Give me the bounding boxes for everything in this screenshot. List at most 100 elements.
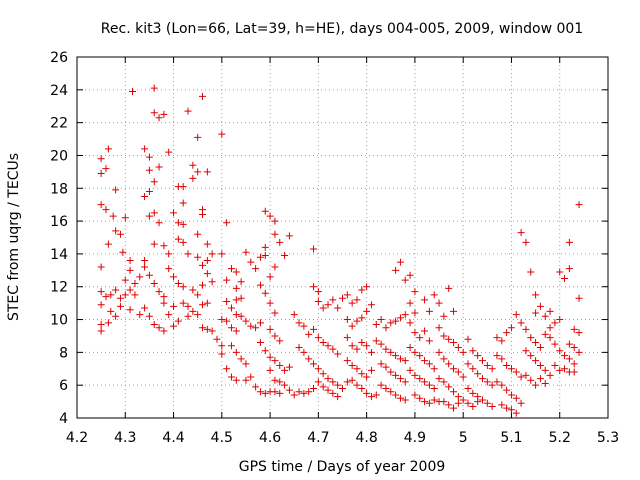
x-tick-label: 4.3: [114, 430, 136, 446]
data-point: [314, 378, 322, 386]
data-point: [358, 370, 366, 378]
data-point: [532, 339, 540, 347]
data-point: [184, 302, 192, 310]
data-point: [97, 301, 105, 309]
data-point: [203, 299, 211, 307]
data-point: [131, 279, 139, 287]
y-tick-label: 4: [59, 411, 68, 427]
data-point: [561, 365, 569, 373]
data-point: [165, 250, 173, 258]
data-point: [575, 329, 583, 337]
data-point: [112, 186, 120, 194]
data-point: [377, 360, 385, 368]
data-point: [136, 311, 144, 319]
data-point: [527, 352, 535, 360]
y-tick-label: 14: [50, 247, 68, 263]
data-point: [469, 365, 477, 373]
data-point: [102, 206, 110, 214]
data-point: [401, 276, 409, 284]
data-point: [121, 291, 129, 299]
data-point: [503, 404, 511, 412]
data-point: [522, 347, 530, 355]
data-point: [271, 309, 279, 317]
data-point: [112, 312, 120, 320]
data-point: [261, 207, 269, 215]
data-point: [184, 312, 192, 320]
data-point: [387, 388, 395, 396]
data-point: [565, 340, 573, 348]
data-point: [189, 174, 197, 182]
data-point: [295, 319, 303, 327]
y-axis-label: STEC from uqrg / TECUs: [6, 153, 22, 321]
data-point: [189, 286, 197, 294]
data-point: [517, 229, 525, 237]
data-point: [329, 345, 337, 353]
data-point: [401, 357, 409, 365]
data-point: [527, 334, 535, 342]
data-point: [440, 378, 448, 386]
data-point: [363, 389, 371, 397]
data-point: [324, 301, 332, 309]
data-point: [252, 324, 260, 332]
data-point: [474, 370, 482, 378]
data-point: [392, 371, 400, 379]
data-point: [464, 384, 472, 392]
data-point: [536, 343, 544, 351]
data-point: [223, 219, 231, 227]
data-point: [416, 394, 424, 402]
data-point: [353, 296, 361, 304]
data-point: [440, 398, 448, 406]
data-point: [382, 363, 390, 371]
data-point: [310, 283, 318, 291]
data-point: [266, 366, 274, 374]
data-point: [203, 240, 211, 248]
data-point: [421, 357, 429, 365]
data-point: [363, 283, 371, 291]
data-point: [218, 316, 226, 324]
data-point: [112, 286, 120, 294]
data-point: [464, 399, 472, 407]
data-point: [406, 343, 414, 351]
data-point: [522, 371, 530, 379]
y-tick-label: 8: [59, 345, 68, 361]
data-point: [445, 383, 453, 391]
data-point: [290, 391, 298, 399]
data-point: [396, 314, 404, 322]
data-point: [532, 291, 540, 299]
data-point: [329, 389, 337, 397]
tick-labels: 4.2 4.3 4.4 4.5 4.6 4.7 4.8 4.9 5 5.1 5.2 5.3 4 6 8 10 1…: [50, 50, 619, 446]
data-point: [401, 311, 409, 319]
data-point: [387, 368, 395, 376]
data-point: [310, 245, 318, 253]
data-point: [266, 299, 274, 307]
data-point: [556, 316, 564, 324]
data-point: [445, 360, 453, 368]
data-point: [541, 312, 549, 320]
data-point: [252, 265, 260, 273]
data-point: [339, 294, 346, 302]
data-point: [160, 327, 168, 335]
data-point: [232, 348, 240, 356]
data-point: [478, 357, 486, 365]
data-point: [406, 319, 414, 327]
data-point: [194, 230, 202, 238]
data-point: [170, 209, 178, 217]
data-point: [329, 378, 337, 386]
data-point: [517, 399, 525, 407]
data-point: [430, 384, 438, 392]
data-point: [498, 381, 506, 389]
data-point: [194, 291, 202, 299]
data-point: [565, 238, 573, 246]
data-point: [464, 335, 472, 343]
data-point: [343, 334, 351, 342]
data-point: [141, 263, 149, 271]
data-point: [310, 384, 318, 392]
data-point: [247, 258, 255, 266]
data-point: [104, 145, 112, 153]
data-point: [199, 324, 207, 332]
data-point: [266, 273, 274, 281]
data-point: [266, 353, 274, 361]
y-tick-label: 16: [50, 214, 68, 230]
data-point: [155, 324, 163, 332]
data-point: [358, 314, 366, 322]
